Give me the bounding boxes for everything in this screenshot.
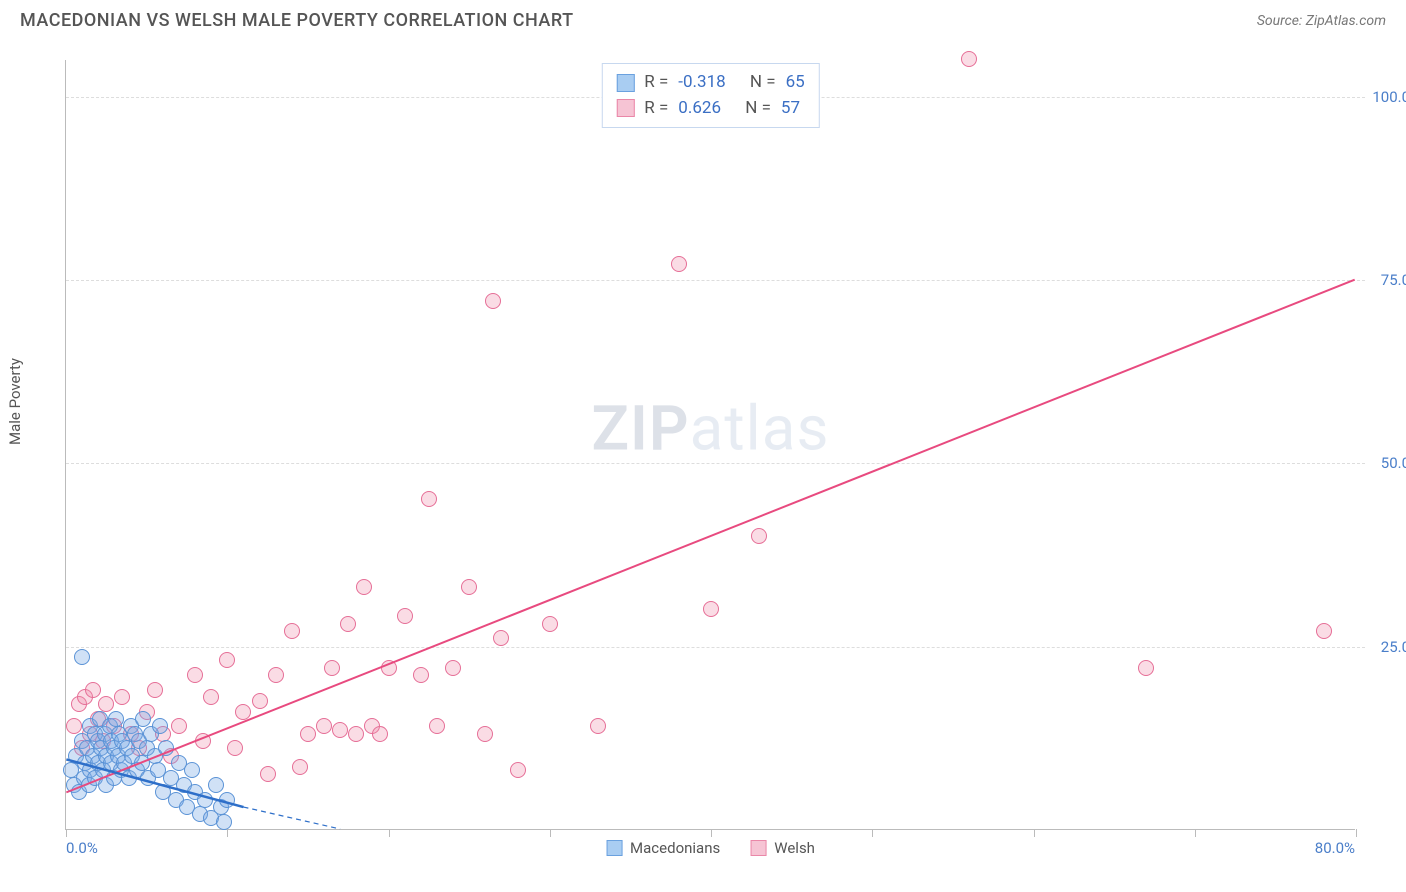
y-tick-label: 75.0% (1381, 271, 1406, 289)
n-label: N = (745, 96, 771, 122)
chart-title: MACEDONIAN VS WELSH MALE POVERTY CORRELA… (20, 10, 574, 31)
r-label: R = (644, 96, 668, 122)
x-axis-min-label: 0.0% (66, 839, 98, 857)
plot-area: ZIPatlas R = -0.318 N = 65 R = 0.626 N =… (65, 60, 1355, 830)
r-label: R = (644, 70, 668, 96)
stats-row-macedonians: R = -0.318 N = 65 (616, 70, 804, 96)
x-tick (711, 829, 712, 837)
r-value-macedonians: -0.318 (678, 70, 725, 96)
chart-container: Male Poverty ZIPatlas R = -0.318 N = 65 … (20, 40, 1386, 872)
x-tick (550, 829, 551, 837)
y-tick-label: 50.0% (1381, 454, 1406, 472)
x-axis-max-label: 80.0% (1315, 839, 1355, 857)
x-tick (227, 829, 228, 837)
swatch-macedonians-icon (606, 840, 622, 856)
stats-row-welsh: R = 0.626 N = 57 (616, 96, 804, 122)
series-legend: Macedonians Welsh (606, 839, 815, 857)
swatch-macedonians-icon (616, 74, 634, 92)
swatch-welsh-icon (616, 99, 634, 117)
legend-label-macedonians: Macedonians (630, 839, 720, 857)
x-tick (66, 829, 67, 837)
r-value-welsh: 0.626 (678, 96, 721, 122)
source-attribution: Source: ZipAtlas.com (1257, 13, 1386, 29)
x-tick (1195, 829, 1196, 837)
n-value-welsh: 57 (781, 96, 800, 122)
x-tick (389, 829, 390, 837)
n-label: N = (750, 70, 776, 96)
y-axis-label: Male Poverty (6, 358, 24, 445)
x-tick (1034, 829, 1035, 837)
legend-item-welsh: Welsh (750, 839, 815, 857)
x-tick (872, 829, 873, 837)
x-tick (1356, 829, 1357, 837)
legend-item-macedonians: Macedonians (606, 839, 720, 857)
swatch-welsh-icon (750, 840, 766, 856)
legend-label-welsh: Welsh (774, 839, 815, 857)
y-tick-label: 100.0% (1372, 88, 1406, 106)
correlation-stats-box: R = -0.318 N = 65 R = 0.626 N = 57 (601, 63, 819, 128)
y-tick-label: 25.0% (1381, 638, 1406, 656)
n-value-macedonians: 65 (786, 70, 805, 96)
trendlines-layer (66, 60, 1355, 829)
